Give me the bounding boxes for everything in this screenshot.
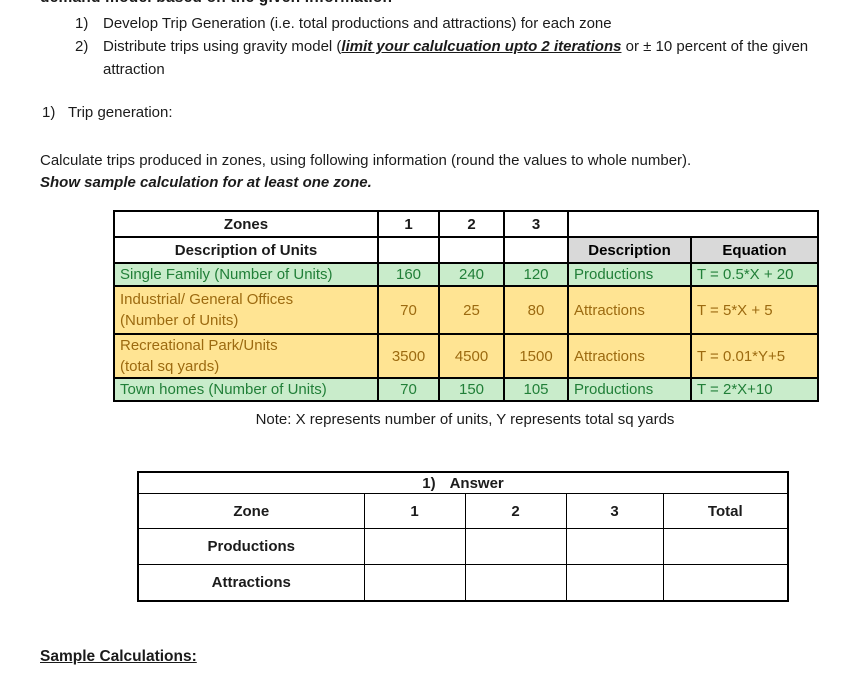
row-equation: T = 0.5*X + 20 <box>690 262 819 287</box>
blank-cell <box>438 236 505 264</box>
table-row-single-family: Single Family (Number of Units) 160 240 … <box>113 262 819 287</box>
description-header-row: Description of Units Description Equatio… <box>113 236 819 264</box>
zone3-value: 80 <box>503 285 569 335</box>
task-number: 1) <box>75 15 89 32</box>
answer-row-label: Productions <box>137 528 365 565</box>
zone1-value: 3500 <box>377 333 440 379</box>
answer-cell <box>363 528 466 565</box>
row-type: Productions <box>567 377 692 402</box>
zones-corner-cell: Zones <box>113 210 379 238</box>
zone-col-header: 3 <box>503 210 569 238</box>
row-equation: T = 2*X+10 <box>690 377 819 402</box>
zone3-value: 105 <box>503 377 569 402</box>
task-text: Develop Trip Generation (i.e. total prod… <box>103 15 612 32</box>
zone2-value: 240 <box>438 262 505 287</box>
answer-title-row: 1) Answer <box>137 471 789 494</box>
answer-col-header: 1 <box>363 493 466 529</box>
row-equation: T = 5*X + 5 <box>690 285 819 335</box>
answer-cell <box>464 528 567 565</box>
answer-cell <box>565 528 664 565</box>
description-of-units-cell: Description of Units <box>113 236 379 264</box>
table-row-town-homes: Town homes (Number of Units) 70 150 105 … <box>113 377 819 402</box>
blank-cell <box>377 236 440 264</box>
merged-blank-cell <box>567 210 819 238</box>
clipped-top-heading: demand model based on the given informat… <box>40 0 392 7</box>
row-label: Town homes (Number of Units) <box>113 377 379 402</box>
answer-col-header: Total <box>662 493 789 529</box>
row-label: Recreational Park/Units (total sq yards) <box>113 333 379 379</box>
answer-title-number: 1) <box>422 474 436 492</box>
equation-column-header: Equation <box>690 236 819 264</box>
section-title: Trip generation: <box>68 104 173 121</box>
answer-cell <box>363 564 466 602</box>
zone2-value: 25 <box>438 285 505 335</box>
answer-col-header: 2 <box>464 493 567 529</box>
task-text-pre: Distribute trips using gravity model ( <box>103 38 342 55</box>
instruction-emphasis: Show sample calculation for at least one… <box>40 174 372 191</box>
row-type: Attractions <box>567 333 692 379</box>
table-row-recreational: Recreational Park/Units (total sq yards)… <box>113 333 819 379</box>
row-type: Productions <box>567 262 692 287</box>
section-number: 1) <box>42 104 56 121</box>
zone1-value: 70 <box>377 377 440 402</box>
answer-cell <box>662 564 789 602</box>
answer-row-label: Attractions <box>137 564 365 602</box>
answer-cell <box>565 564 664 602</box>
table-note: Note: X represents number of units, Y re… <box>255 411 675 428</box>
answer-header-row: Zone 1 2 3 Total <box>137 493 789 529</box>
answer-title-cell: 1) Answer <box>137 471 789 494</box>
zone2-value: 4500 <box>438 333 505 379</box>
zone1-value: 70 <box>377 285 440 335</box>
zones-header-row: Zones 1 2 3 <box>113 210 819 238</box>
zone-col-header: 1 <box>377 210 440 238</box>
answer-row-attractions: Attractions <box>137 564 789 602</box>
task-number: 2) <box>75 38 89 55</box>
zone3-value: 1500 <box>503 333 569 379</box>
answer-title-text: Answer <box>449 474 504 492</box>
answer-row-productions: Productions <box>137 528 789 565</box>
zone3-value: 120 <box>503 262 569 287</box>
answer-col-header: 3 <box>565 493 664 529</box>
sample-calculations-heading: Sample Calculations: <box>40 648 197 665</box>
zone1-value: 160 <box>377 262 440 287</box>
description-column-header: Description <box>567 236 692 264</box>
table-row-industrial: Industrial/ General Offices (Number of U… <box>113 285 819 335</box>
blank-cell <box>503 236 569 264</box>
zones-data-table: Zones 1 2 3 Description of Units Descrip… <box>113 210 819 402</box>
answer-table: 1) Answer Zone 1 2 3 Total Productions At… <box>137 471 789 602</box>
task-list: 1) Develop Trip Generation (i.e. total p… <box>75 12 827 81</box>
task-text-emphasis: limit your calulcuation upto 2 iteration… <box>341 38 622 55</box>
task-item-1: 1) Develop Trip Generation (i.e. total p… <box>75 12 827 35</box>
answer-cell <box>662 528 789 565</box>
row-equation: T = 0.01*Y+5 <box>690 333 819 379</box>
row-label: Single Family (Number of Units) <box>113 262 379 287</box>
zone2-value: 150 <box>438 377 505 402</box>
row-label: Industrial/ General Offices (Number of U… <box>113 285 379 335</box>
answer-col-header: Zone <box>137 493 365 529</box>
zone-col-header: 2 <box>438 210 505 238</box>
task-item-2: 2) Distribute trips using gravity model … <box>75 35 827 81</box>
instruction-paragraph: Calculate trips produced in zones, using… <box>40 152 692 169</box>
section-heading: 1) Trip generation: <box>42 104 173 121</box>
row-type: Attractions <box>567 285 692 335</box>
task-text-post: or ± 10 percent of the given attraction <box>103 38 809 78</box>
answer-cell <box>464 564 567 602</box>
